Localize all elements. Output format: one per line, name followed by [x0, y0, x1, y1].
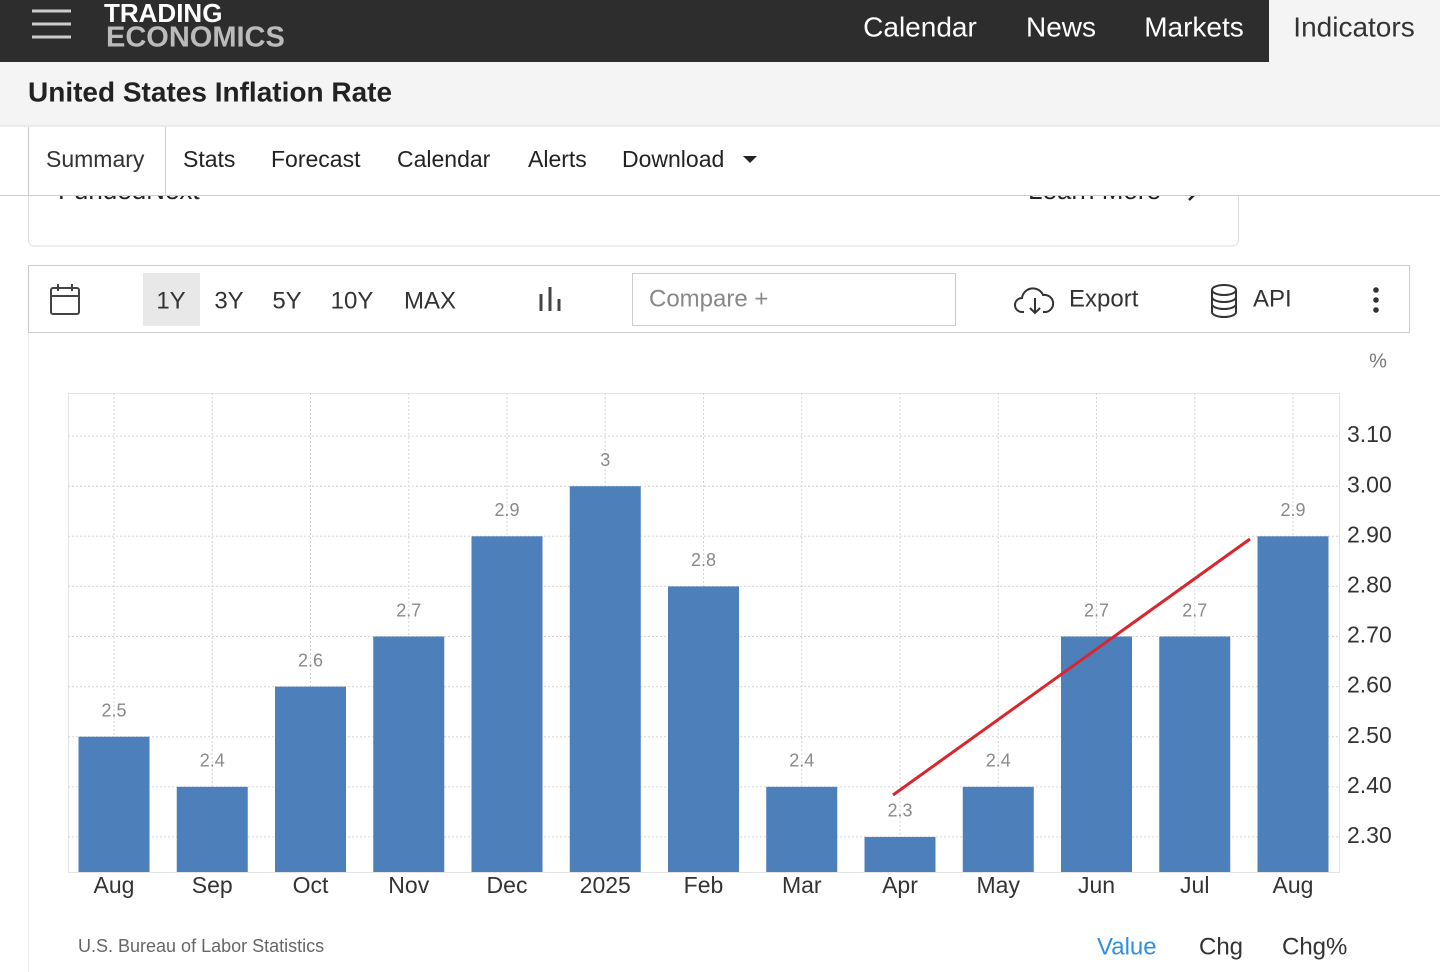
nav-active — [1269, 0, 1440, 62]
value-label: 2.7 — [1084, 600, 1109, 620]
x-tick-label: Jul — [1180, 872, 1209, 898]
nav-link[interactable]: News — [1026, 11, 1096, 42]
y-tick-label: 2.90 — [1347, 521, 1392, 547]
value-label: 2.8 — [691, 550, 716, 570]
unit-label: % — [1369, 350, 1387, 372]
x-tick-label: Dec — [487, 872, 528, 898]
bar — [1257, 536, 1329, 872]
x-tick-label: Feb — [684, 872, 724, 898]
value-label: 2.4 — [200, 751, 225, 771]
tab[interactable]: Calendar — [397, 146, 491, 172]
x-tick-label: Apr — [882, 872, 918, 898]
x-tick-label: Aug — [1273, 872, 1314, 898]
value-label: 2.3 — [887, 801, 912, 821]
tab[interactable]: Alerts — [528, 146, 587, 172]
range-button[interactable]: 1Y — [156, 287, 185, 314]
x-tick-label: Oct — [293, 872, 329, 898]
bar — [373, 636, 445, 872]
range-button[interactable]: MAX — [404, 287, 456, 314]
tab[interactable]: Summary — [46, 146, 145, 172]
bar — [471, 536, 543, 872]
x-tick-label: Sep — [192, 872, 233, 898]
more-icon[interactable] — [1373, 287, 1379, 313]
bar — [275, 686, 346, 872]
x-tick-label: Nov — [388, 872, 429, 898]
bar — [1159, 636, 1231, 872]
compare-input[interactable] — [632, 273, 956, 326]
menu-icon[interactable] — [32, 9, 71, 39]
y-tick-label: 2.60 — [1347, 672, 1392, 698]
logo-top[interactable]: TRADING — [104, 0, 222, 28]
value-label: 2.6 — [298, 650, 323, 670]
range-active — [143, 273, 200, 326]
y-tick-label: 3.00 — [1347, 471, 1392, 497]
y-tick-label: 2.70 — [1347, 622, 1392, 648]
header-bar — [0, 62, 1440, 126]
api-button[interactable]: API — [1253, 285, 1292, 312]
y-tick-label: 2.30 — [1347, 822, 1392, 848]
dropdown-caret — [743, 156, 757, 163]
tab[interactable]: Stats — [183, 146, 235, 172]
nav-link[interactable]: Calendar — [863, 11, 977, 42]
tab[interactable]: Download — [622, 146, 724, 172]
x-tick-label: Jun — [1078, 872, 1115, 898]
x-tick-label: Mar — [782, 872, 822, 898]
nav-link[interactable]: Markets — [1144, 11, 1244, 42]
api-icon[interactable] — [1211, 284, 1237, 318]
mode-button[interactable]: Value — [1097, 933, 1157, 960]
x-tick-label: Aug — [94, 872, 135, 898]
value-label: 2.7 — [1182, 600, 1207, 620]
bar — [176, 786, 248, 872]
source: U.S. Bureau of Labor Statistics — [78, 936, 324, 956]
value-label: 2.9 — [494, 500, 519, 520]
range-button[interactable]: 5Y — [272, 287, 301, 314]
y-tick-label: 2.80 — [1347, 571, 1392, 597]
nav-link[interactable]: Indicators — [1293, 11, 1414, 42]
bar — [668, 586, 739, 872]
tab-active-border — [28, 127, 166, 196]
value-label: 2.9 — [1280, 500, 1305, 520]
mode-button[interactable]: Chg — [1199, 933, 1243, 960]
plot: 2.30 2.40 2.50 2.60 2.70 2.80 2.90 3.00 3.10 2.5 A… — [68, 393, 1392, 898]
export-icon[interactable] — [1014, 287, 1055, 315]
bar — [962, 786, 1034, 872]
calendar-icon[interactable] — [50, 284, 80, 315]
compare-placeholder: Compare + — [649, 285, 768, 312]
chart-type-icon[interactable] — [539, 287, 561, 311]
bar — [864, 836, 936, 872]
annotation-line — [892, 537, 1251, 797]
range-button[interactable]: 3Y — [214, 287, 243, 314]
x-tick-label: 2025 — [580, 872, 631, 898]
mode-button[interactable]: Chg% — [1282, 933, 1347, 960]
value-label: 2.7 — [396, 600, 421, 620]
export-button[interactable]: Export — [1069, 285, 1139, 312]
bar — [569, 486, 641, 872]
value-label: 2.4 — [789, 751, 814, 771]
y-tick-label: 2.50 — [1347, 722, 1392, 748]
tab[interactable]: Forecast — [271, 146, 361, 172]
value-label: 3 — [600, 450, 610, 470]
bar — [766, 786, 838, 872]
value-label: 2.4 — [986, 751, 1011, 771]
nav-bar — [0, 0, 1440, 62]
tab-bar — [0, 127, 1440, 195]
range-button[interactable]: 10Y — [331, 287, 374, 314]
x-tick-label: May — [977, 872, 1021, 898]
page-title: United States Inflation Rate — [28, 76, 392, 107]
bar — [1061, 636, 1132, 872]
bar — [78, 736, 150, 872]
y-tick-label: 2.40 — [1347, 772, 1392, 798]
logo-bottom[interactable]: ECONOMICS — [106, 22, 285, 54]
y-tick-label: 3.10 — [1347, 421, 1392, 447]
value-label: 2.5 — [101, 700, 126, 720]
